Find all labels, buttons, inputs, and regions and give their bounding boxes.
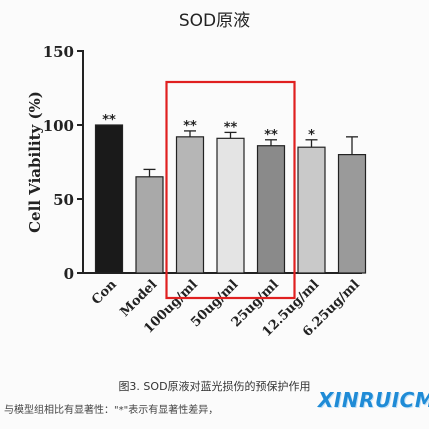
bar — [175, 136, 205, 274]
significance-note: 与模型组相比有显著性："*"表示有显著性差异， — [4, 405, 219, 416]
bar — [135, 176, 164, 274]
significance-label: * — [308, 128, 315, 143]
significance-label: ** — [224, 120, 238, 135]
bar — [94, 124, 124, 274]
significance-label: ** — [264, 128, 278, 143]
y-tick-label: 0 — [64, 265, 74, 283]
y-tick-label: 100 — [43, 117, 74, 135]
y-tick-label: 150 — [43, 43, 74, 61]
bar — [297, 146, 326, 274]
bar — [256, 145, 286, 274]
watermark-logo: XINRUICMS — [318, 388, 429, 412]
y-axis-label: Cell Viability (%) — [26, 91, 44, 233]
significance-label: ** — [102, 113, 116, 128]
bar — [337, 154, 367, 274]
highlight-box — [165, 80, 296, 300]
chart-title: SOD原液 — [178, 11, 251, 31]
bar — [216, 137, 245, 274]
figure-caption: 图3. SOD原液对蓝光损伤的预保护作用 — [118, 380, 311, 393]
y-tick-label: 50 — [53, 191, 74, 209]
significance-label: ** — [183, 119, 197, 134]
x-tick-label: Con — [89, 277, 120, 308]
